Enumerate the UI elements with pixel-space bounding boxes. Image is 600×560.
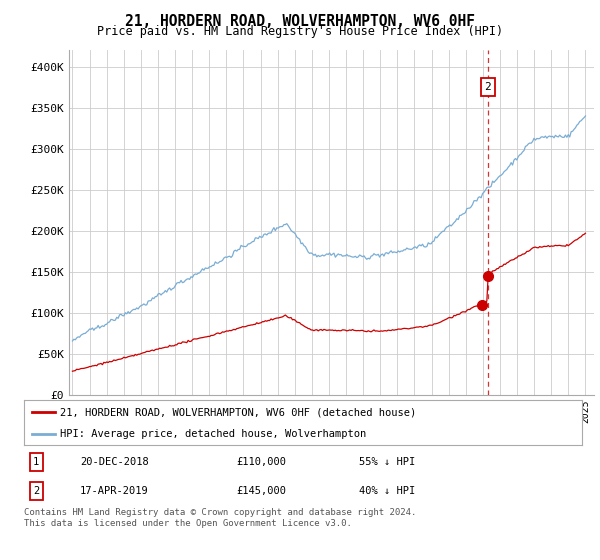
Text: 2: 2 — [33, 486, 40, 496]
Text: 40% ↓ HPI: 40% ↓ HPI — [359, 486, 415, 496]
Text: HPI: Average price, detached house, Wolverhampton: HPI: Average price, detached house, Wolv… — [60, 429, 367, 439]
Text: 55% ↓ HPI: 55% ↓ HPI — [359, 457, 415, 467]
Text: 1: 1 — [33, 457, 40, 467]
Text: Price paid vs. HM Land Registry's House Price Index (HPI): Price paid vs. HM Land Registry's House … — [97, 25, 503, 38]
Text: 17-APR-2019: 17-APR-2019 — [80, 486, 149, 496]
Text: Contains HM Land Registry data © Crown copyright and database right 2024.
This d: Contains HM Land Registry data © Crown c… — [24, 508, 416, 528]
Text: 21, HORDERN ROAD, WOLVERHAMPTON, WV6 0HF: 21, HORDERN ROAD, WOLVERHAMPTON, WV6 0HF — [125, 14, 475, 29]
Text: £110,000: £110,000 — [236, 457, 286, 467]
Text: £145,000: £145,000 — [236, 486, 286, 496]
Text: 2: 2 — [485, 82, 491, 92]
Text: 21, HORDERN ROAD, WOLVERHAMPTON, WV6 0HF (detached house): 21, HORDERN ROAD, WOLVERHAMPTON, WV6 0HF… — [60, 408, 416, 418]
Text: 20-DEC-2018: 20-DEC-2018 — [80, 457, 149, 467]
